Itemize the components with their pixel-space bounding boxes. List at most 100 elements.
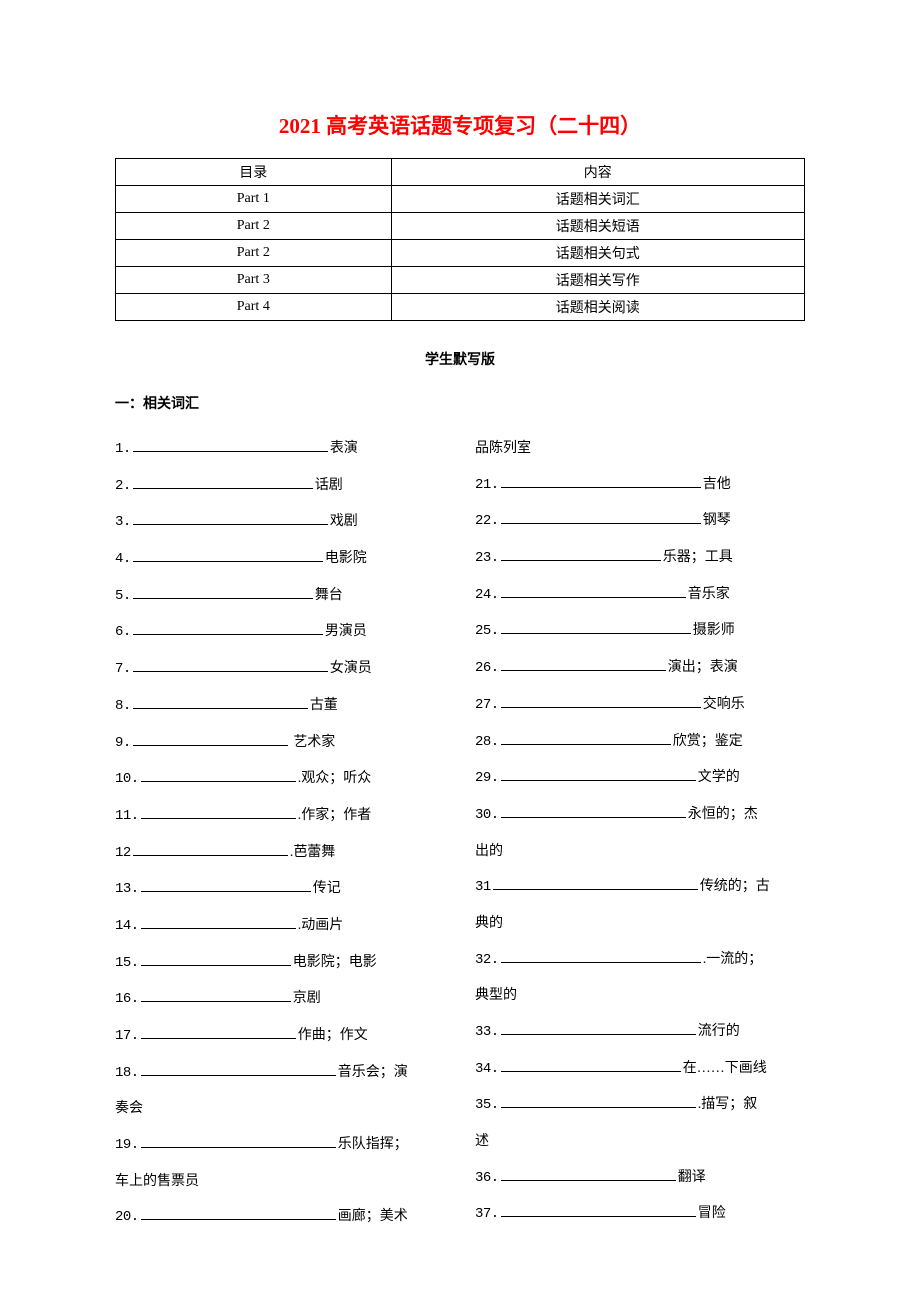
fill-blank[interactable] [141, 1025, 296, 1039]
toc-cell-left: Part 1 [116, 186, 392, 213]
vocab-item: 18.音乐会；演 [115, 1055, 445, 1092]
vocab-number: 28. [475, 734, 499, 750]
fill-blank[interactable] [493, 876, 698, 890]
fill-blank[interactable] [501, 474, 701, 488]
vocab-number: 16. [115, 991, 139, 1007]
toc-table: 目录 内容 Part 1 话题相关词汇 Part 2 话题相关短语 Part 2… [115, 158, 805, 321]
vocab-number: 2. [115, 478, 131, 494]
vocab-number: 25. [475, 623, 499, 639]
vocab-item: 5. 舞台 [115, 578, 445, 615]
vocab-number: 7. [115, 661, 131, 677]
vocab-item: 10..观众；听众 [115, 761, 445, 798]
fill-blank[interactable] [133, 732, 288, 746]
fill-blank[interactable] [133, 475, 313, 489]
fill-blank[interactable] [133, 695, 308, 709]
vocab-item: 6.男演员 [115, 614, 445, 651]
vocab-label: 乐器；工具 [663, 550, 733, 565]
vocab-number: 29. [475, 770, 499, 786]
vocab-item: 2. 话剧 [115, 468, 445, 505]
fill-blank[interactable] [133, 842, 288, 856]
fill-blank[interactable] [501, 547, 661, 561]
fill-blank[interactable] [133, 658, 328, 672]
fill-blank[interactable] [501, 1094, 696, 1108]
fill-blank[interactable] [141, 1062, 336, 1076]
vocab-label: 京剧 [293, 991, 321, 1006]
vocab-label: 舞台 [315, 588, 343, 603]
vocab-item: 29. 文学的 [475, 760, 805, 797]
vocab-item: 32..一流的； [475, 942, 805, 979]
fill-blank[interactable] [501, 1167, 676, 1181]
vocab-label: 冒险 [698, 1206, 726, 1221]
vocab-number: 20. [115, 1209, 139, 1225]
vocab-item-wrap: 奏会 [115, 1091, 445, 1127]
vocab-label: .描写；叙 [698, 1097, 758, 1112]
fill-blank[interactable] [501, 620, 691, 634]
vocab-number: 21. [475, 477, 499, 493]
vocab-item: 27.交响乐 [475, 687, 805, 724]
toc-row: Part 1 话题相关词汇 [116, 186, 805, 213]
vocab-item: 13.传记 [115, 871, 445, 908]
fill-blank[interactable] [141, 915, 296, 929]
fill-blank[interactable] [133, 585, 313, 599]
vocab-item: 34.在……下画线 [475, 1051, 805, 1088]
fill-blank[interactable] [141, 878, 311, 892]
vocab-item: 24.音乐家 [475, 577, 805, 614]
fill-blank[interactable] [501, 1058, 681, 1072]
vocab-label: 戏剧 [330, 514, 358, 529]
fill-blank[interactable] [141, 988, 291, 1002]
vocab-number: 6. [115, 624, 131, 640]
fill-blank[interactable] [501, 949, 701, 963]
fill-blank[interactable] [501, 804, 686, 818]
vocab-number: 23. [475, 550, 499, 566]
vocab-label: 流行的 [698, 1024, 740, 1039]
vocab-item: 8.古董 [115, 688, 445, 725]
fill-blank[interactable] [133, 511, 328, 525]
vocab-number: 32. [475, 952, 499, 968]
vocab-item: 1.表演 [115, 431, 445, 468]
toc-cell-left: Part 2 [116, 213, 392, 240]
vocab-item: 25.摄影师 [475, 613, 805, 650]
fill-blank[interactable] [501, 584, 686, 598]
fill-blank[interactable] [141, 952, 291, 966]
vocab-label: 电影院；电影 [293, 955, 377, 970]
fill-blank[interactable] [501, 1021, 696, 1035]
vocab-label: 艺术家 [290, 735, 336, 750]
vocab-item: 37.冒险 [475, 1196, 805, 1233]
toc-cell-right: 话题相关词汇 [391, 186, 804, 213]
vocab-label: .作家；作者 [298, 808, 372, 823]
fill-blank[interactable] [501, 767, 696, 781]
fill-blank[interactable] [501, 510, 701, 524]
fill-blank[interactable] [141, 768, 296, 782]
fill-blank[interactable] [133, 438, 328, 452]
vocab-label: 交响乐 [703, 697, 745, 712]
vocab-item: 30.永恒的；杰 [475, 797, 805, 834]
vocab-item: 12.芭蕾舞 [115, 835, 445, 872]
vocab-number: 14. [115, 918, 139, 934]
fill-blank[interactable] [133, 548, 323, 562]
fill-blank[interactable] [141, 805, 296, 819]
vocab-number: 31 [475, 879, 491, 895]
vocab-number: 1. [115, 441, 131, 457]
vocab-label: 文学的 [698, 770, 740, 785]
right-column: 品陈列室21.吉他22.钢琴23.乐器；工具24.音乐家25.摄影师26.演出；… [475, 431, 805, 1236]
vocab-label: 话剧 [315, 478, 343, 493]
vocab-item: 36.翻译 [475, 1160, 805, 1197]
fill-blank[interactable] [133, 621, 323, 635]
vocab-item: 23. 乐器；工具 [475, 540, 805, 577]
vocab-item: 19.乐队指挥； [115, 1127, 445, 1164]
fill-blank[interactable] [501, 1203, 696, 1217]
vocab-number: 4. [115, 551, 131, 567]
fill-blank[interactable] [501, 694, 701, 708]
vocab-number: 5. [115, 588, 131, 604]
vocab-item: 15.电影院；电影 [115, 945, 445, 982]
fill-blank[interactable] [501, 657, 666, 671]
vocab-number: 19. [115, 1137, 139, 1153]
vocab-number: 9. [115, 735, 131, 751]
vocab-label: 吉他 [703, 477, 731, 492]
vocab-item-wrap: 典的 [475, 906, 805, 942]
fill-blank[interactable] [141, 1134, 336, 1148]
vocab-item-wrap: 车上的售票员 [115, 1164, 445, 1200]
fill-blank[interactable] [501, 731, 671, 745]
fill-blank[interactable] [141, 1206, 336, 1220]
vocab-number: 22. [475, 513, 499, 529]
